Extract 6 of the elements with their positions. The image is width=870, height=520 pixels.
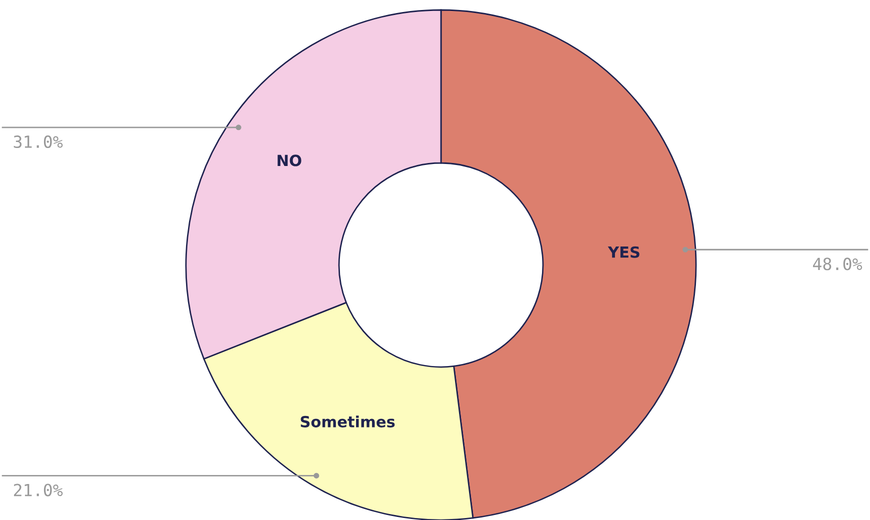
slice-label: NO <box>278 154 302 166</box>
slice-label: Sometimes <box>300 416 395 428</box>
slice-label: YES <box>608 246 640 258</box>
data-label: 31.0% <box>14 135 63 148</box>
data-label: 21.0% <box>14 484 63 496</box>
data-label: 48.0% <box>813 258 862 270</box>
